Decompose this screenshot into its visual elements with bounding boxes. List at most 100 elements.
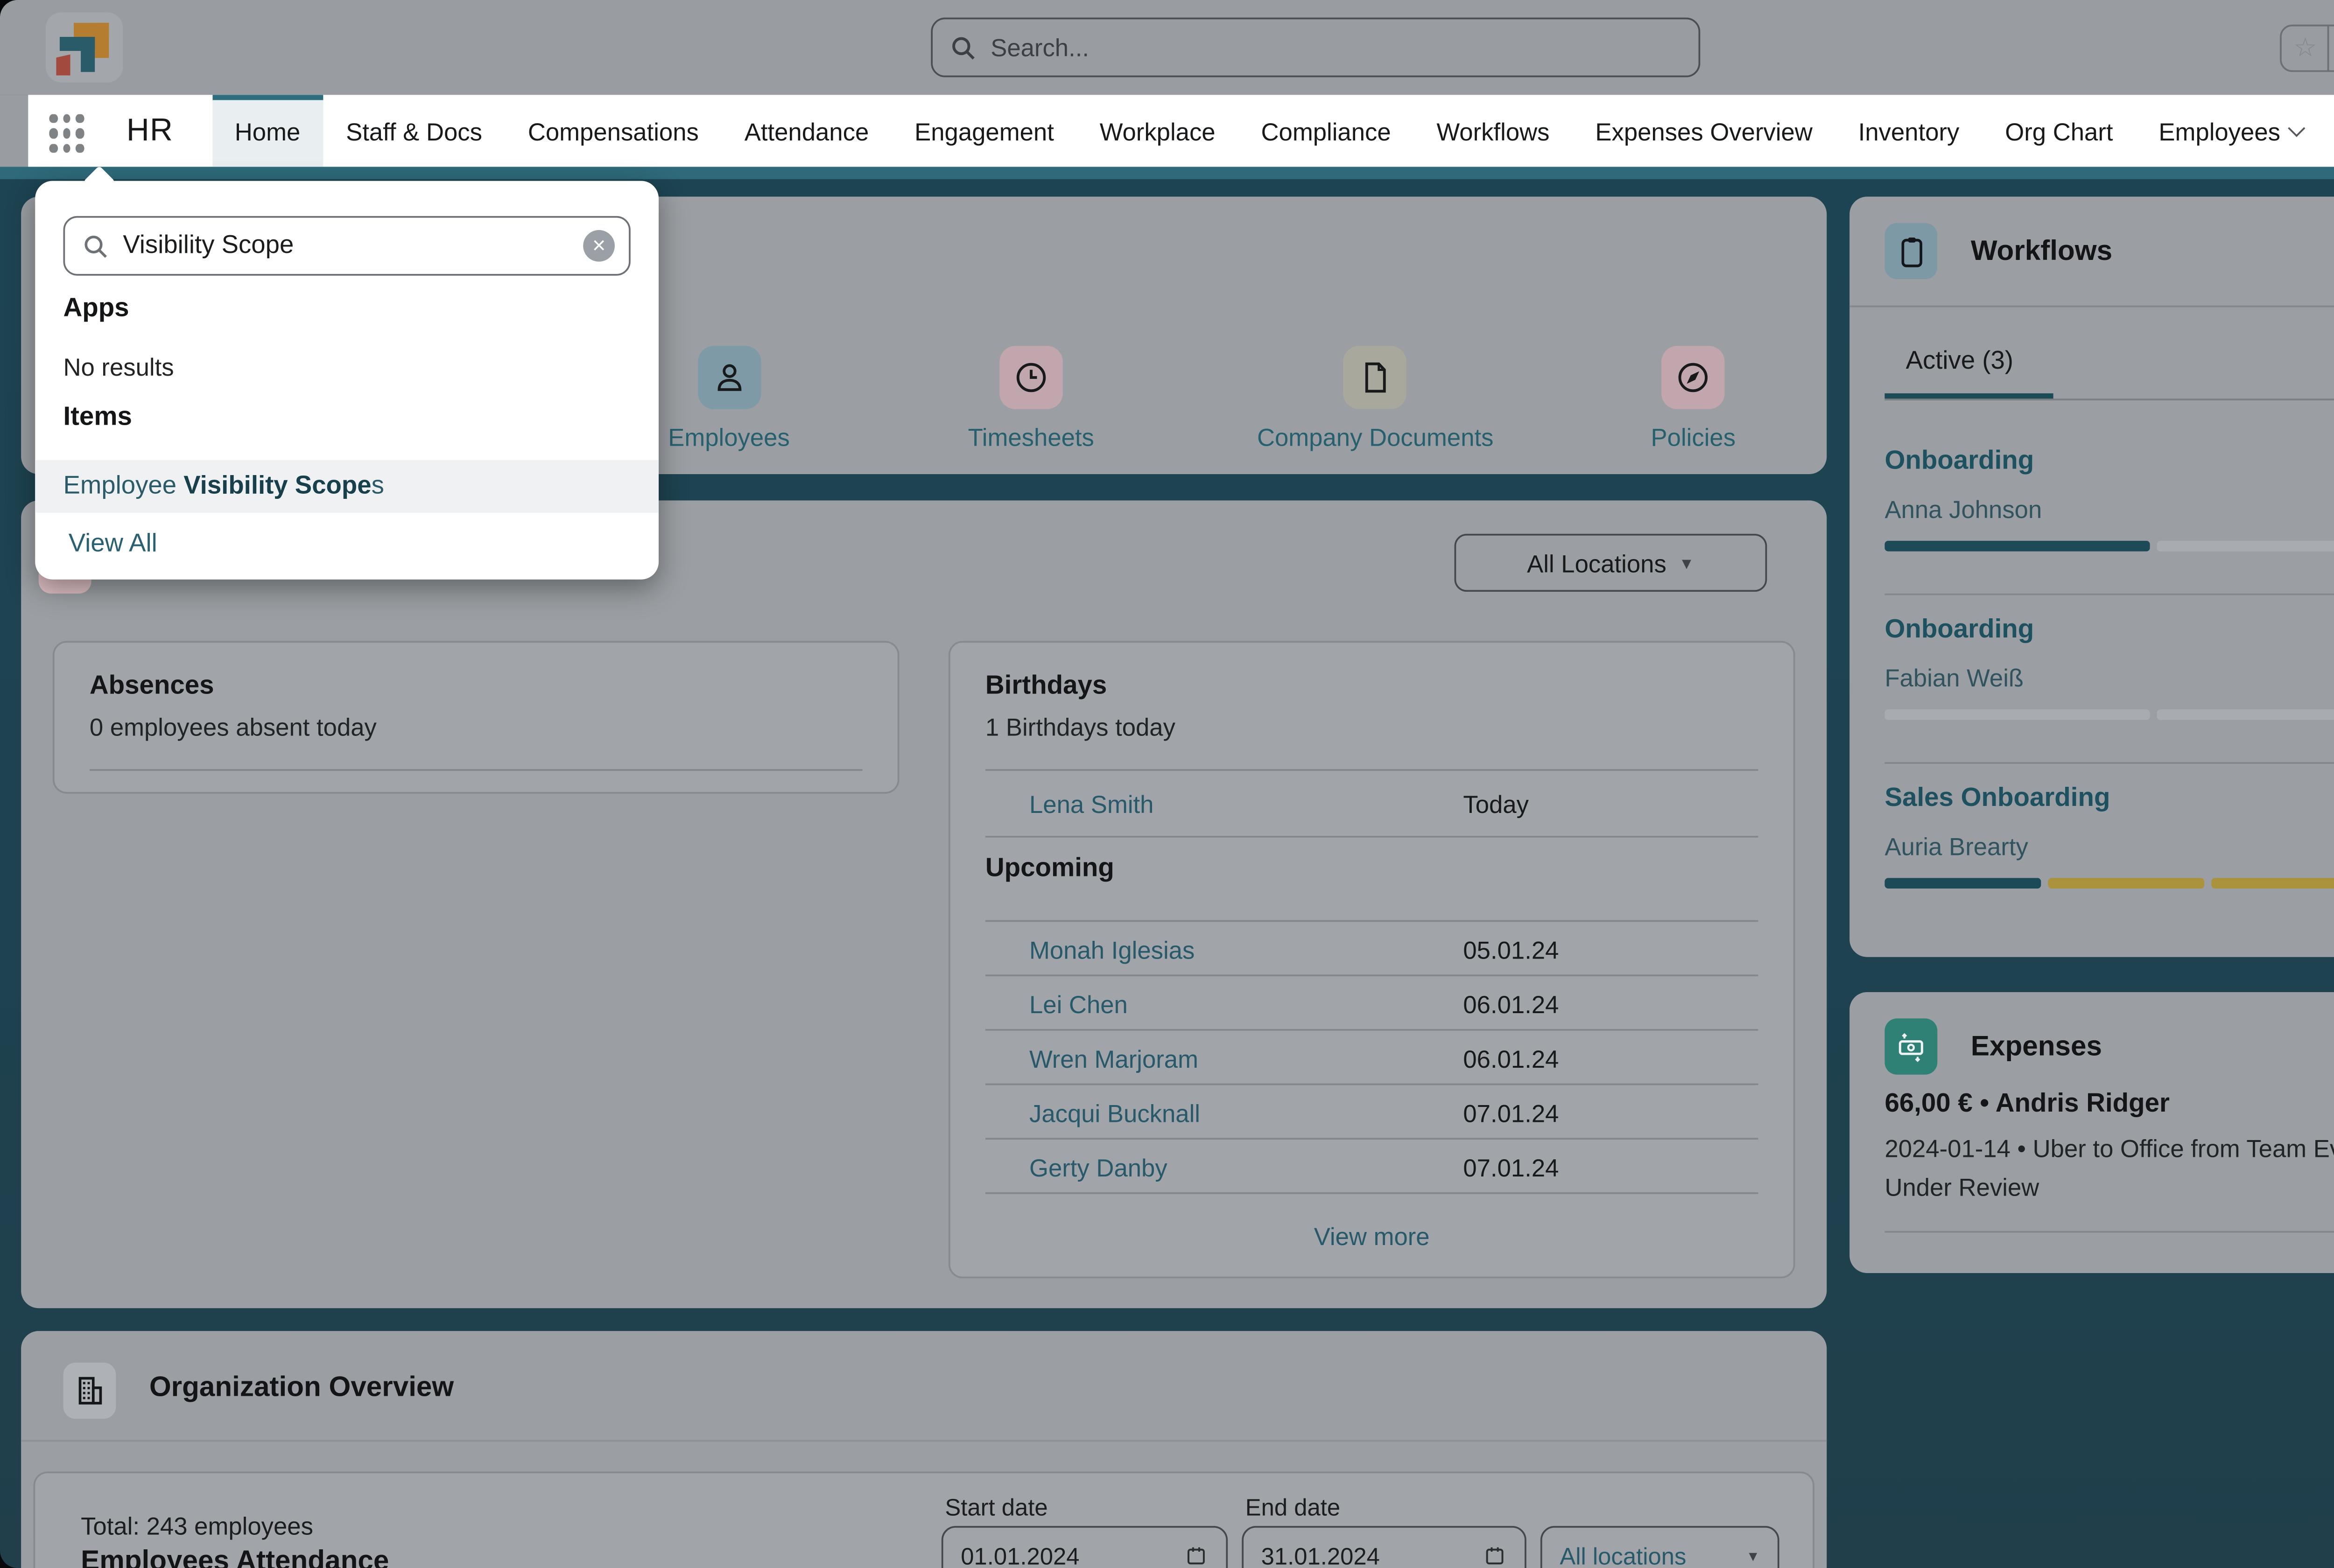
start-date-label: Start date — [945, 1494, 1048, 1521]
tab-employees[interactable]: Employees — [2136, 95, 2326, 167]
tab-compensations[interactable]: Compensations — [527, 117, 699, 145]
clear-icon[interactable]: × — [583, 230, 615, 262]
organization-title: Organization Overview — [149, 1373, 454, 1403]
tab-attendance[interactable]: Attendance — [744, 117, 869, 145]
progress-segment — [2157, 540, 2334, 552]
workflow-name-link[interactable]: Sales Onboarding — [1884, 783, 2110, 813]
header-band — [0, 167, 2334, 179]
birthday-date: 07.01.24 — [1463, 1099, 1559, 1127]
birthday-date: Today — [1463, 790, 1529, 819]
tab-org-chart[interactable]: Org Chart — [2005, 117, 2113, 145]
view-all-link[interactable]: View All — [68, 530, 157, 559]
quick-link-employees[interactable]: Employees — [668, 346, 790, 451]
progress-segment — [2157, 709, 2334, 720]
birthday-person-link[interactable]: Wren Marjoram — [1029, 1044, 1198, 1073]
quick-link-company-documents[interactable]: Company Documents — [1257, 346, 1494, 451]
tab-more[interactable]: More▼ — [2326, 95, 2334, 167]
locations-dropdown[interactable]: All locations ▼ — [1540, 1526, 1779, 1568]
location-filter-dropdown[interactable]: All Locations ▼ — [1454, 533, 1767, 592]
triangle-down-icon: ▼ — [1679, 554, 1694, 572]
expense-details: 2024-01-14 • Uber to Office from Team Ev… — [1884, 1134, 2334, 1162]
workflow-item: Sales Onboarding ▼ Auria Brearty 40% — [1849, 762, 2334, 931]
view-more-link[interactable]: View more — [1314, 1222, 1430, 1251]
tab-active-workflows[interactable]: Active (3) — [1905, 348, 2014, 376]
company-logo[interactable] — [45, 12, 123, 83]
progress-segment — [2211, 878, 2334, 889]
birthday-date: 05.01.24 — [1463, 936, 1559, 964]
nav-bar: HR Home Staff & Docs Compensations Atten… — [28, 95, 2334, 167]
favorites-button[interactable]: ☆ ▼ — [2280, 23, 2334, 71]
star-icon[interactable]: ☆ — [2293, 33, 2317, 63]
top-bar: ☆ ▼ + ? ⚙ — [0, 0, 2334, 95]
clock-icon — [999, 346, 1063, 409]
logo-orange-chevron-icon — [74, 22, 109, 58]
attendance-title: Employees Attendance — [81, 1547, 389, 1568]
upcoming-header: Upcoming — [985, 853, 1114, 883]
birthday-person-link[interactable]: Lei Chen — [1029, 990, 1128, 1019]
nav-left-spacer — [0, 95, 28, 167]
progress-segment — [2048, 878, 2205, 889]
document-icon — [1343, 346, 1407, 409]
workflow-person: Fabian Weiß — [1884, 664, 2024, 692]
items-section-header: Items — [63, 402, 132, 432]
expenses-card: Expenses ▼ 66,00 € • Andris Ridger 2024-… — [1849, 992, 2334, 1274]
workflow-person: Auria Brearty — [1884, 832, 2028, 861]
tab-home[interactable]: Home — [211, 95, 323, 167]
triangle-down-icon: ▼ — [1746, 1547, 1760, 1564]
expense-headline: 66,00 € • Andris Ridger — [1884, 1088, 2170, 1119]
app-launcher-search-input[interactable] — [123, 231, 569, 260]
calendar-icon[interactable] — [1483, 1543, 1507, 1568]
tab-inventory[interactable]: Inventory — [1858, 117, 1960, 145]
workflow-item: Onboarding ▼ Anna Johnson 33% — [1849, 425, 2334, 594]
apps-no-results: No results — [63, 353, 174, 381]
workflow-name-link[interactable]: Onboarding — [1884, 446, 2034, 476]
logo-teal-chevron-icon — [59, 37, 95, 72]
birthday-person-link[interactable]: Gerty Danby — [1029, 1154, 1167, 1182]
tab-workflows[interactable]: Workflows — [1436, 117, 1550, 145]
workflow-progress-bar — [1884, 540, 2334, 552]
birthdays-card: Birthdays 1 Birthdays today Lena Smith T… — [948, 641, 1795, 1279]
tab-workplace[interactable]: Workplace — [1099, 117, 1216, 145]
progress-segment — [1884, 709, 2150, 720]
progress-segment — [1884, 540, 2150, 552]
tab-strip: Home Staff & Docs Compensations Attendan… — [211, 95, 2334, 167]
birthday-date: 07.01.24 — [1463, 1154, 1559, 1182]
birthdays-summary: 1 Birthdays today — [985, 713, 1175, 741]
start-date-input[interactable]: 01.01.2024 — [941, 1526, 1228, 1568]
total-employees: Total: 243 employees — [81, 1512, 313, 1540]
tab-engagement[interactable]: Engagement — [914, 117, 1054, 145]
birthday-person-link[interactable]: Monah Iglesias — [1029, 936, 1195, 964]
apps-section-header: Apps — [63, 293, 129, 323]
workflow-progress-bar — [1884, 878, 2334, 889]
app-launcher-icon[interactable] — [46, 110, 88, 153]
birthday-date: 06.01.24 — [1463, 990, 1559, 1019]
workflows-card: Workflows All ▼ Active (3) Onboarding ▼ … — [1849, 196, 2334, 957]
workflow-name-link[interactable]: Onboarding — [1884, 614, 2034, 644]
search-result-item[interactable]: Employee Visibility Scopes — [35, 460, 659, 513]
compass-icon — [1661, 346, 1725, 409]
global-search-input[interactable] — [991, 33, 1681, 62]
app-name: HR — [126, 112, 174, 148]
tab-staff-docs[interactable]: Staff & Docs — [346, 117, 482, 145]
absences-title: Absences — [89, 671, 214, 701]
tab-baseline — [1884, 399, 2334, 400]
progress-segment — [1884, 878, 2041, 889]
tab-expenses-overview[interactable]: Expenses Overview — [1595, 117, 1813, 145]
workflow-item: Onboarding ▼ Fabian Weiß 0% — [1849, 594, 2334, 762]
quick-link-policies[interactable]: Policies — [1651, 346, 1736, 451]
calendar-icon[interactable] — [1184, 1543, 1209, 1568]
app-launcher-popup: × Apps No results Items Employee Visibil… — [35, 181, 659, 580]
end-date-input[interactable]: 31.01.2024 — [1242, 1526, 1526, 1568]
attendance-subcard: Total: 243 employees Employees Attendanc… — [33, 1471, 1814, 1568]
search-icon — [83, 233, 109, 259]
birthdays-title: Birthdays — [985, 671, 1107, 701]
person-icon — [697, 346, 761, 409]
favorites-caret-icon[interactable]: ▼ — [2328, 25, 2334, 70]
global-search[interactable] — [931, 17, 1701, 77]
app-launcher-search[interactable]: × — [63, 216, 631, 276]
birthday-person-link[interactable]: Jacqui Bucknall — [1029, 1099, 1201, 1127]
birthday-person-link[interactable]: Lena Smith — [1029, 790, 1154, 819]
quick-link-timesheets[interactable]: Timesheets — [968, 346, 1094, 451]
tab-compliance[interactable]: Compliance — [1261, 117, 1391, 145]
